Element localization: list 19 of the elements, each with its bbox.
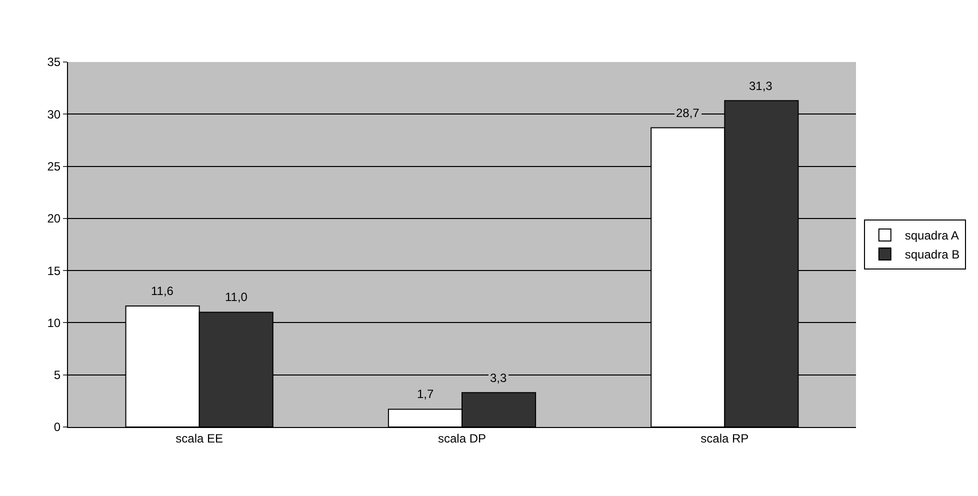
y-tick-label: 15 <box>47 264 61 278</box>
data-label: 3,3 <box>490 371 508 385</box>
data-label: 11,0 <box>225 290 248 304</box>
data-label: 1,7 <box>417 387 434 401</box>
legend-label: squadra A <box>904 228 959 243</box>
y-tick-label: 5 <box>54 368 61 382</box>
data-label: 31,3 <box>749 79 773 93</box>
y-tick-label: 20 <box>47 212 61 226</box>
y-tick-label: 30 <box>47 107 61 122</box>
x-tick-label: scala DP <box>438 431 486 446</box>
y-tick-label: 35 <box>47 55 61 70</box>
data-label: 11,6 <box>151 284 174 298</box>
y-tick-label: 25 <box>47 159 61 174</box>
y-tick-label: 0 <box>54 420 61 434</box>
x-tick-label: scala RP <box>700 431 749 446</box>
y-tick-label: 10 <box>47 316 61 330</box>
legend-label: squadra B <box>904 248 960 262</box>
x-tick-label: scala EE <box>176 431 224 446</box>
data-label: 28,7 <box>676 106 700 120</box>
